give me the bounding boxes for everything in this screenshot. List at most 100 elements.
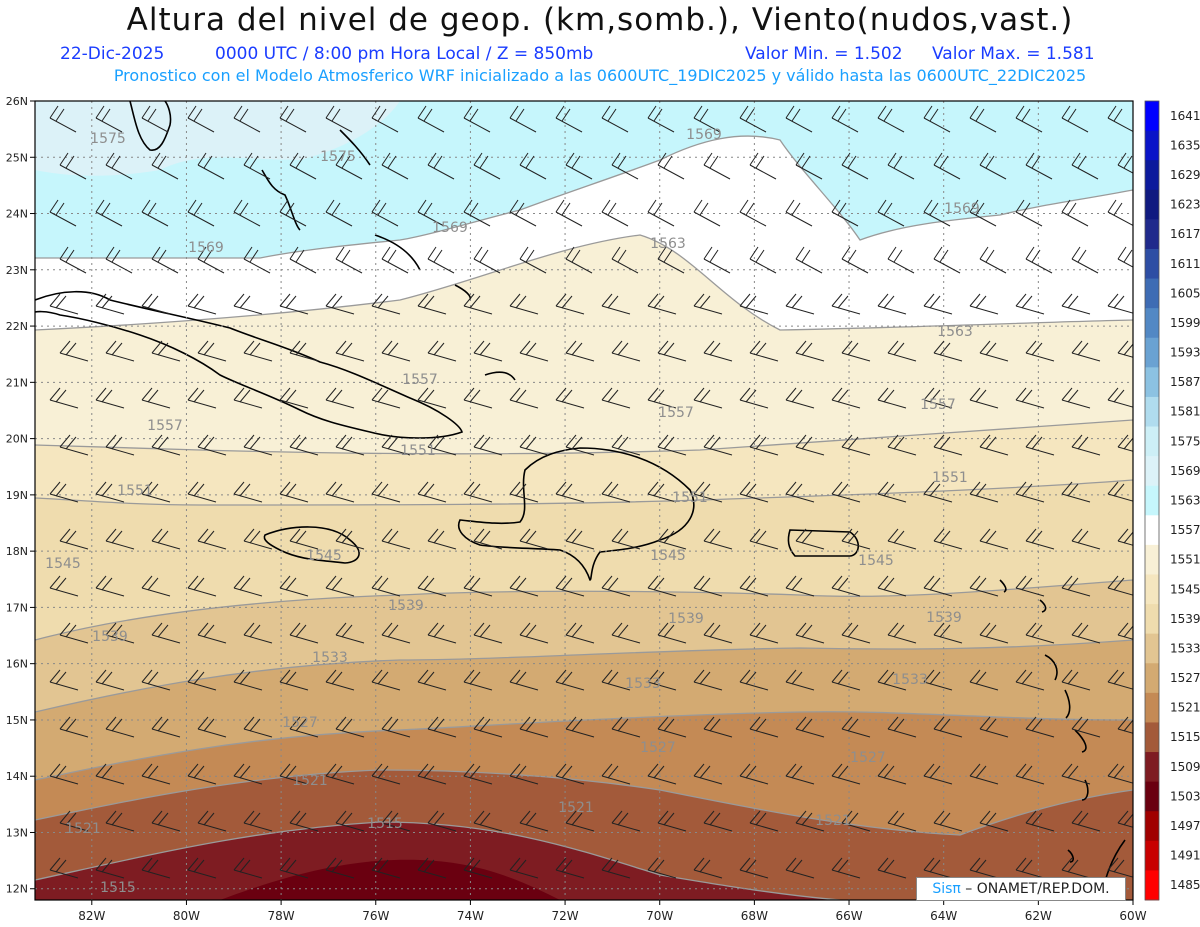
wind-barb [1107, 199, 1133, 227]
credit-box: Sisπ – ONAMET/REP.DOM. [916, 877, 1126, 901]
wind-barb [601, 481, 631, 503]
wind-barb [565, 810, 595, 832]
wind-barb [1117, 340, 1133, 358]
wind-barb [325, 857, 355, 879]
wind-barb [371, 387, 401, 409]
wind-barb [877, 857, 907, 879]
wind-barb [151, 622, 181, 644]
wind-barb [933, 434, 963, 456]
wind-barb [923, 857, 953, 879]
colorbar-swatch [1145, 248, 1159, 280]
colorbar-label: 1521 [1170, 701, 1200, 715]
wind-barb [59, 810, 89, 832]
wind-barb [1025, 152, 1053, 180]
wind-barb [197, 434, 227, 456]
wind-barb [49, 105, 77, 133]
wind-barb [601, 669, 631, 691]
wind-barb [749, 152, 777, 180]
wind-barb [703, 622, 733, 644]
wind-barb [785, 763, 815, 785]
wind-barbs [49, 105, 1133, 879]
wind-barb [473, 528, 503, 550]
wind-barb [933, 716, 963, 738]
lat-label: 19N [6, 489, 28, 502]
colorbar-label: 1503 [1170, 789, 1200, 803]
wind-barb [279, 387, 309, 409]
wind-barb [969, 763, 999, 785]
wind-barb [151, 810, 181, 832]
wind-barb [289, 528, 319, 550]
wind-barb [95, 199, 123, 227]
wind-barb [427, 340, 457, 362]
wind-barb [1107, 857, 1133, 878]
wind-barb [95, 763, 125, 785]
wind-barb [611, 810, 641, 832]
colorbar-label: 1641 [1170, 109, 1200, 123]
wind-barb [749, 434, 779, 456]
colorbar-label: 1491 [1170, 849, 1200, 863]
lat-label: 22N [6, 320, 28, 333]
colorbar-swatch [1145, 130, 1159, 161]
wind-barb [601, 575, 631, 597]
wind-barb [611, 152, 639, 180]
colorbar-swatch [1145, 544, 1159, 575]
contour-label: 1551 [672, 490, 708, 506]
colorbar-swatch [1145, 456, 1159, 487]
wind-barb [693, 387, 723, 409]
wind-barb [693, 575, 723, 597]
band-1539 [35, 580, 1133, 712]
jamaica-coast [263, 526, 360, 564]
wind-barb [279, 763, 309, 785]
wind-barb [887, 528, 917, 550]
wind-barb [289, 152, 317, 180]
wind-barb [105, 810, 135, 832]
wind-barb [703, 246, 731, 274]
colorbar-label: 1623 [1170, 198, 1200, 212]
wind-barb [795, 246, 823, 274]
contour-label: 1521 [65, 821, 101, 837]
wind-barb [151, 434, 181, 456]
wind-barb [1025, 246, 1053, 274]
wind-barb [151, 528, 181, 550]
wind-barb [979, 716, 1009, 738]
wind-barb [49, 293, 79, 315]
wind-barb [703, 528, 733, 550]
contour-label: 1515 [367, 816, 403, 832]
wind-barb [693, 199, 721, 227]
wind-barb [831, 575, 861, 597]
colorbar-swatch [1145, 752, 1159, 783]
contour-label: 1551 [117, 483, 153, 499]
contour-label: 1545 [45, 556, 81, 572]
colorbar: 1641 1635 1629 1623 1617 1611 1605 1599 1593 1587… [1144, 100, 1200, 901]
wind-barb [841, 528, 871, 550]
wind-barb [187, 199, 215, 227]
wind-barb [1117, 528, 1133, 546]
wind-barb [335, 528, 365, 550]
wind-barb [141, 387, 171, 409]
wind-barb [979, 434, 1009, 456]
wind-barb [877, 575, 907, 597]
wind-barb [325, 387, 355, 409]
colorbar-swatch [1145, 663, 1159, 694]
time-label: 0000 UTC / 8:00 pm Hora Local / Z = 850m… [215, 44, 594, 64]
wind-barb [49, 199, 77, 227]
colorbar-label: 1569 [1170, 464, 1200, 478]
wind-barb [785, 481, 815, 503]
wind-barb [923, 481, 953, 503]
wind-barb [1107, 575, 1133, 596]
wind-barb [141, 481, 171, 503]
wind-barb [335, 810, 365, 832]
wind-barb [749, 340, 779, 362]
model-info: Pronostico con el Modelo Atmosferico WRF… [113, 66, 1087, 85]
contour-label: 1521 [815, 813, 851, 829]
wind-barb [1071, 434, 1101, 456]
wind-barb [279, 105, 307, 133]
wind-barb [1117, 810, 1133, 828]
wind-barb [463, 387, 493, 409]
florida-coast [129, 101, 172, 151]
colorbar-swatch [1145, 337, 1159, 368]
colorbar-label: 1545 [1170, 582, 1200, 596]
lat-label: 15N [6, 714, 28, 727]
wind-barb [95, 387, 125, 409]
colorbar-label: 1575 [1170, 434, 1200, 448]
